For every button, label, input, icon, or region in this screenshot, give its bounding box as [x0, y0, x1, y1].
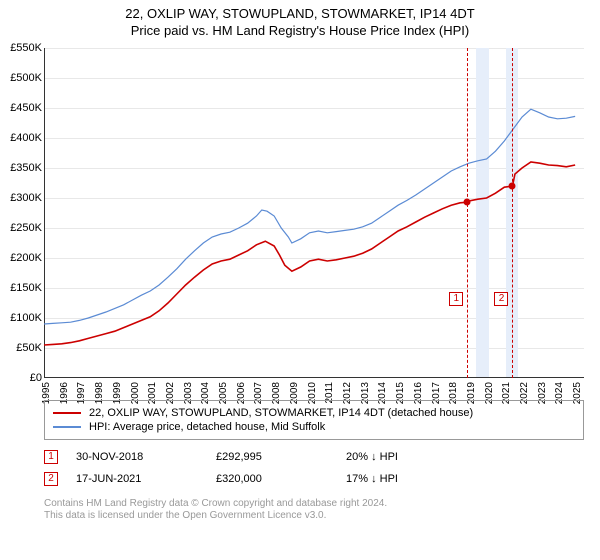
y-tick-label: £450K — [2, 102, 42, 114]
transaction-price: £292,995 — [216, 451, 346, 463]
footer-line-2: This data is licensed under the Open Gov… — [44, 510, 584, 522]
footer-line-1: Contains HM Land Registry data © Crown c… — [44, 498, 584, 510]
series-line — [44, 162, 575, 345]
y-tick-label: £350K — [2, 162, 42, 174]
chart-title-sub: Price paid vs. HM Land Registry's House … — [0, 23, 600, 38]
legend-swatch — [53, 426, 81, 428]
title-block: 22, OXLIP WAY, STOWUPLAND, STOWMARKET, I… — [0, 0, 600, 38]
transaction-delta: 20% ↓ HPI — [346, 451, 466, 463]
transaction-row: 2 17-JUN-2021£320,00017% ↓ HPI — [44, 468, 584, 490]
legend-label: 22, OXLIP WAY, STOWUPLAND, STOWMARKET, I… — [89, 407, 473, 419]
y-tick-label: £0 — [2, 372, 42, 384]
y-tick-label: £300K — [2, 192, 42, 204]
transaction-delta: 17% ↓ HPI — [346, 473, 466, 485]
y-tick-label: £250K — [2, 222, 42, 234]
y-tick-label: £50K — [2, 342, 42, 354]
y-tick-label: £550K — [2, 42, 42, 54]
legend-swatch — [53, 412, 81, 414]
y-tick-label: £150K — [2, 282, 42, 294]
y-tick-label: £100K — [2, 312, 42, 324]
vertical-dash-line — [467, 48, 468, 378]
marker-box: 1 — [449, 292, 463, 306]
transaction-date: 17-JUN-2021 — [76, 473, 216, 485]
chart-title-main: 22, OXLIP WAY, STOWUPLAND, STOWMARKET, I… — [0, 6, 600, 21]
y-tick-label: £500K — [2, 72, 42, 84]
marker-box: 2 — [494, 292, 508, 306]
transaction-table: 1 30-NOV-2018£292,99520% ↓ HPI 2 17-JUN-202… — [44, 446, 584, 490]
legend-box: 22, OXLIP WAY, STOWUPLAND, STOWMARKET, I… — [44, 400, 584, 440]
transaction-price: £320,000 — [216, 473, 346, 485]
legend-item: 22, OXLIP WAY, STOWUPLAND, STOWMARKET, I… — [53, 407, 575, 419]
y-tick-label: £400K — [2, 132, 42, 144]
vertical-dash-line — [512, 48, 513, 378]
legend-label: HPI: Average price, detached house, Mid … — [89, 421, 325, 433]
legend-item: HPI: Average price, detached house, Mid … — [53, 421, 575, 433]
transaction-row: 1 30-NOV-2018£292,99520% ↓ HPI — [44, 446, 584, 468]
footer-attribution: Contains HM Land Registry data © Crown c… — [44, 498, 584, 521]
y-tick-label: £200K — [2, 252, 42, 264]
transaction-marker-box: 1 — [44, 450, 58, 464]
transaction-marker-box: 2 — [44, 472, 58, 486]
line-series-svg — [44, 48, 584, 378]
chart-container: 22, OXLIP WAY, STOWUPLAND, STOWMARKET, I… — [0, 0, 600, 560]
transaction-date: 30-NOV-2018 — [76, 451, 216, 463]
plot-area — [44, 48, 584, 378]
